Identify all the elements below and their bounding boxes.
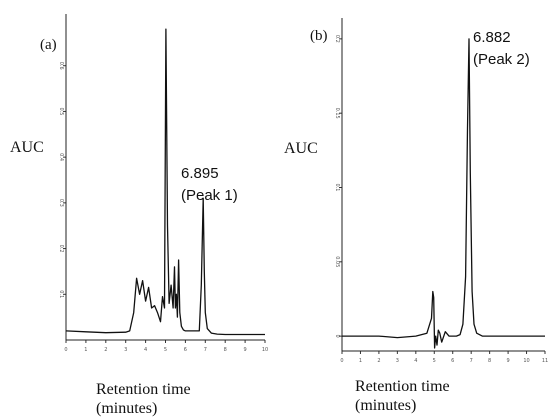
panel-b-label: (b) [310, 28, 328, 44]
panel-a-x-tick-label: 7 [204, 347, 207, 353]
panel-b-y-tick-label: 0.2 [334, 35, 340, 43]
panel-a-y-tick-label: 0.6 [58, 62, 64, 70]
panel-b-x-tick-label: 4 [414, 358, 417, 364]
panel-b-x-tick-label: 8 [488, 358, 491, 364]
panel-a-x-tick-label: 6 [184, 347, 187, 353]
panel-b-x-axis-label-line2: (minutes) [355, 397, 416, 414]
panel-b-x-tick-label: 10 [523, 358, 529, 364]
panel-a-chromatogram-trace [65, 28, 265, 336]
panel-a-x-tick-label: 3 [124, 347, 127, 353]
panel-a-y-tick-label: 0.4 [58, 153, 64, 161]
panel-a-x-tick-label: 9 [244, 347, 247, 353]
panel-a-y-tick-label: 0.3 [58, 199, 64, 207]
peak-1-label: (Peak 1) [181, 187, 238, 204]
panel-b-x-tick-label: 11 [542, 358, 548, 364]
panel-b-x-tick-label: 2 [377, 358, 380, 364]
panel-b-y-tick-label: 0.05 [334, 256, 340, 267]
panel-b-x-tick-label: 6 [451, 358, 454, 364]
panel-a-x-axis-label-line1: Retention time [96, 381, 191, 398]
panel-b-y-ticks: 0 0.05 0.1 0.15 0.2 [334, 35, 342, 338]
panel-b-x-tick-label: 9 [506, 358, 509, 364]
peak-1-retention-time: 6.895 [181, 165, 219, 182]
panel-a-y-ticks: 0.1 0.2 0.3 0.4 0.5 0.6 [58, 62, 66, 298]
panel-b-x-tick-label: 1 [359, 358, 362, 364]
panel-a: (a) AUC 0.10.20.30.40.50.6 0 1 2 3 4 5 6 7 8 9 10 … [10, 14, 268, 417]
peak-2-retention-time: 6.882 [473, 29, 511, 46]
panel-a-x-tick-label: 10 [262, 347, 268, 353]
panel-b-y-tick-label: 0.15 [334, 108, 340, 119]
panel-a-x-tick-label: 5 [164, 347, 167, 353]
panel-a-x-ticks: 0 1 2 3 4 5 6 7 8 9 10 [64, 340, 268, 353]
panel-b-x-tick-label: 7 [470, 358, 473, 364]
panel-a-y-axis-label: AUC [10, 139, 44, 156]
panel-b-y-tick-label: 0 [334, 335, 340, 338]
panel-a-y-tick-label: 0.5 [58, 107, 64, 115]
panel-b-chromatogram-trace [342, 38, 545, 349]
panel-a-x-tick-label: 8 [224, 347, 227, 353]
panel-b-y-axis-label: AUC [284, 140, 318, 157]
panel-a-x-tick-label: 0 [64, 347, 67, 353]
panel-b-x-tick-label: 0 [340, 358, 343, 364]
panel-b-x-tick-label: 5 [433, 358, 436, 364]
panel-a-y-tick-label: 0.2 [58, 245, 64, 253]
panel-a-x-tick-label: 4 [144, 347, 147, 353]
panel-a-y-tick-label: 0.1 [58, 290, 64, 298]
panel-b-x-tick-label: 3 [396, 358, 399, 364]
panel-a-label: (a) [40, 37, 57, 53]
panel-a-x-axis-label-line2: (minutes) [96, 400, 157, 417]
peak-2-label: (Peak 2) [473, 51, 530, 68]
panel-b: (b) AUC 0 0.05 0.1 0.15 0.2 0 1 2 3 4 5 6 7 8 9 10 11 6… [284, 18, 548, 414]
panel-a-x-tick-label: 2 [104, 347, 107, 353]
panel-b-y-tick-label: 0.1 [334, 184, 340, 192]
panel-b-x-axis-label-line1: Retention time [355, 378, 450, 395]
panel-a-x-tick-label: 1 [84, 347, 87, 353]
panel-b-x-ticks: 0 1 2 3 4 5 6 7 8 9 10 11 [340, 351, 548, 364]
